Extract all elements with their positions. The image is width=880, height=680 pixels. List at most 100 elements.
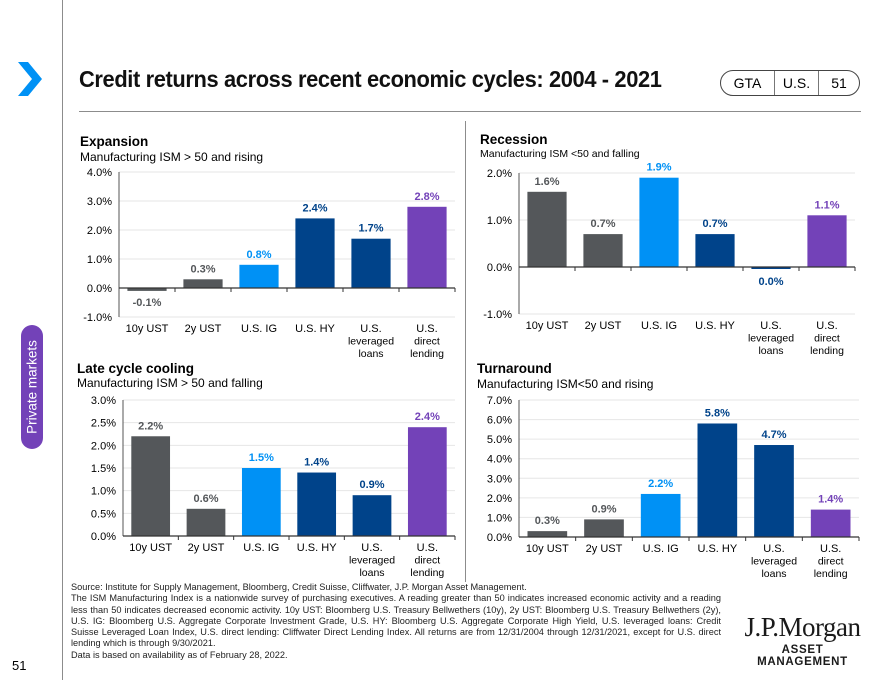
y-tick-label: 4.0% — [87, 167, 112, 179]
y-tick-label: 0.5% — [91, 508, 116, 520]
x-tick-label: lending — [410, 348, 444, 360]
chart-turnaround: Turnaround Manufacturing ISM<50 and risi… — [477, 361, 862, 581]
chart-subtitle: Manufacturing ISM <50 and falling — [480, 148, 640, 160]
bar — [807, 215, 847, 267]
x-tick-label: 2y UST — [185, 323, 222, 335]
y-tick-label: 1.0% — [91, 486, 116, 498]
x-tick-label: U.S. — [417, 542, 438, 554]
y-tick-label: 1.5% — [91, 463, 116, 475]
section-tab-private-markets[interactable]: Private markets — [21, 325, 43, 449]
chart-divider — [465, 121, 466, 582]
chart-title: Late cycle cooling — [77, 361, 195, 376]
bar — [583, 234, 623, 267]
x-tick-label: 2y UST — [586, 543, 623, 555]
x-tick-label: direct — [414, 555, 440, 567]
bar — [527, 191, 567, 267]
x-tick-label: U.S. HY — [295, 323, 335, 335]
x-tick-label: leveraged — [751, 556, 797, 568]
data-label: 1.4% — [304, 457, 329, 469]
x-tick-label: leveraged — [748, 333, 794, 345]
x-tick-label: 10y UST — [129, 542, 172, 554]
data-label: 0.8% — [246, 249, 271, 261]
data-label: 2.2% — [648, 478, 673, 490]
x-tick-label: loans — [758, 345, 783, 357]
y-tick-label: 3.0% — [91, 395, 116, 407]
left-divider-line — [62, 0, 63, 680]
logo-wordmark: J.P.Morgan — [744, 612, 861, 642]
section-tab-label: Private markets — [24, 340, 40, 434]
y-tick-label: 3.0% — [87, 196, 112, 208]
data-label: 0.3% — [190, 263, 215, 275]
bar — [131, 436, 171, 536]
y-tick-label: 2.0% — [87, 225, 112, 237]
page-reference-pill: GTA U.S. 51 — [720, 70, 860, 96]
data-label: 2.4% — [415, 411, 440, 423]
x-tick-label: U.S. HY — [297, 542, 337, 554]
chevron-right-icon[interactable] — [14, 58, 46, 100]
bar — [239, 264, 279, 288]
x-tick-label: loans — [358, 348, 383, 360]
data-label: 0.6% — [193, 493, 218, 505]
bar — [186, 508, 226, 536]
bar — [754, 445, 794, 537]
data-label: 2.4% — [302, 202, 327, 214]
x-tick-label: U.S. HY — [695, 320, 735, 332]
y-tick-label: 4.0% — [487, 454, 512, 466]
x-tick-label: U.S. — [816, 320, 837, 332]
bar — [584, 519, 624, 537]
chart-title: Turnaround — [477, 361, 552, 376]
x-tick-label: loans — [761, 568, 786, 580]
bar — [183, 279, 223, 288]
source-line: Data is based on availability as of Febr… — [71, 649, 288, 660]
chart-plot: 0.0% 0.5% 1.0% 1.5% 2.0% 2.5% 3.0% 2.2% 10y UST 0… — [91, 395, 456, 579]
bar — [639, 177, 679, 267]
data-label: 1.9% — [646, 162, 671, 174]
pill-gta: GTA — [721, 71, 775, 95]
bar — [407, 427, 447, 536]
data-label: 1.4% — [818, 494, 843, 506]
data-label: 2.2% — [138, 420, 163, 432]
x-tick-label: direct — [814, 333, 840, 345]
source-notes: Source: Institute for Supply Management,… — [71, 582, 721, 661]
x-tick-label: 10y UST — [526, 320, 569, 332]
y-tick-label: 0.0% — [487, 262, 512, 274]
data-label: 0.3% — [535, 515, 560, 527]
x-tick-label: 10y UST — [126, 323, 169, 335]
y-tick-label: 1.0% — [87, 254, 112, 266]
y-tick-label: 7.0% — [487, 395, 512, 407]
x-tick-label: U.S. HY — [697, 543, 737, 555]
source-line: Source: Institute for Supply Management,… — [71, 582, 527, 592]
x-tick-label: leveraged — [349, 555, 395, 567]
data-label: -0.1% — [133, 297, 162, 309]
y-tick-label: 3.0% — [487, 473, 512, 485]
x-tick-label: U.S. — [360, 323, 381, 335]
x-tick-label: direct — [818, 556, 844, 568]
y-tick-label: 0.0% — [91, 531, 116, 543]
pill-page: 51 — [831, 75, 847, 91]
x-tick-label: lending — [410, 567, 444, 579]
bar — [407, 206, 447, 288]
y-tick-label: 2.5% — [91, 418, 116, 430]
chart-plot: 0.0% 1.0% 2.0% 3.0% 4.0% 5.0% 6.0% 7.0% 0.3% 10y … — [487, 395, 860, 580]
data-label: 1.5% — [249, 452, 274, 464]
data-label: 4.7% — [761, 429, 786, 441]
bar — [352, 495, 392, 536]
x-tick-label: U.S. — [760, 320, 781, 332]
chart-recession: Recession Manufacturing ISM <50 and fall… — [480, 132, 860, 362]
bar — [697, 423, 738, 537]
y-tick-label: 2.0% — [91, 440, 116, 452]
chart-subtitle: Manufacturing ISM > 50 and rising — [80, 150, 264, 164]
bar — [640, 493, 681, 537]
y-tick-label: 6.0% — [487, 415, 512, 427]
bar — [751, 267, 791, 269]
x-tick-label: 2y UST — [585, 320, 622, 332]
pill-region: U.S. — [775, 71, 819, 95]
chart-title: Recession — [480, 132, 548, 147]
data-label: 0.7% — [702, 218, 727, 230]
x-tick-label: lending — [810, 345, 844, 357]
bar — [295, 218, 335, 288]
source-line: The ISM Manufacturing Index is a nationw… — [71, 593, 721, 649]
logo-subtitle: ASSET MANAGEMENT — [757, 644, 848, 668]
x-tick-label: 2y UST — [188, 542, 225, 554]
data-label: 2.8% — [414, 191, 439, 203]
